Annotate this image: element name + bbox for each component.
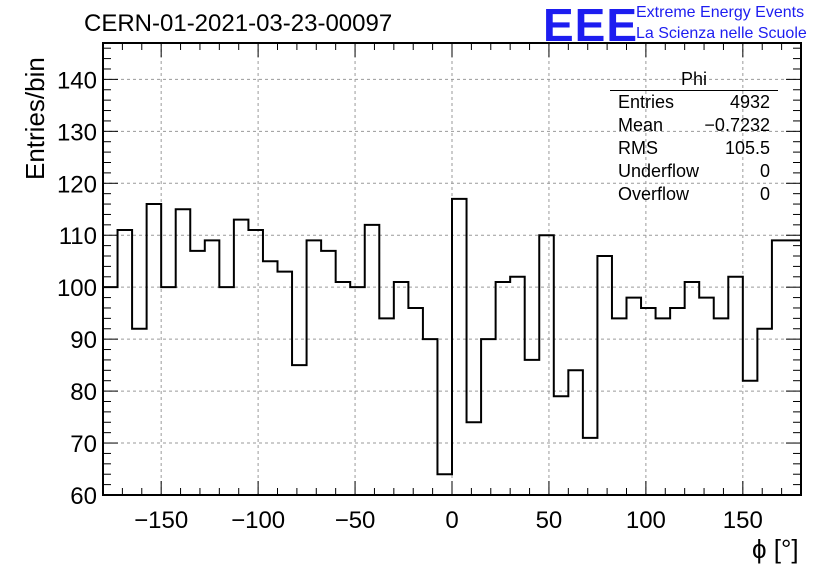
y-tick-label: 70 (70, 431, 97, 458)
stats-value: 0 (759, 184, 770, 204)
eee-logo: EEE (543, 0, 639, 51)
x-tick-label: 0 (445, 507, 458, 534)
stats-label: RMS (618, 138, 658, 158)
stats-row-mean: Mean −0.7232 (610, 114, 778, 137)
y-tick-label: 60 (70, 483, 97, 510)
chart-title: CERN-01-2021-03-23-00097 (84, 10, 393, 37)
x-tick-label: −150 (134, 507, 188, 534)
y-tick-label: 90 (70, 327, 97, 354)
logo-line-2: La Scienza nelle Scuole (636, 25, 807, 42)
y-axis-label: Entries/bin (20, 57, 50, 180)
logo-line-1: Extreme Energy Events (636, 4, 805, 21)
stats-value: 4932 (729, 92, 770, 112)
y-tick-label: 80 (70, 379, 97, 406)
y-tick-label: 140 (57, 67, 97, 94)
histogram-series-line (103, 197, 801, 476)
y-tick-label: 130 (57, 119, 97, 146)
x-tick-label: 150 (723, 507, 763, 534)
stats-label: Entries (618, 92, 675, 112)
stats-box: Phi Entries 4932 Mean −0.7232 RMS 105.5 … (610, 69, 778, 206)
stats-label: Mean (618, 115, 664, 135)
stats-value: 0 (759, 161, 770, 181)
plot-frame (102, 42, 802, 496)
stats-label: Overflow (618, 184, 690, 204)
x-tick-label: −100 (231, 507, 285, 534)
y-tick-label: 120 (57, 171, 97, 198)
stats-value: 105.5 (724, 138, 770, 158)
stats-row-overflow: Overflow 0 (610, 183, 778, 206)
x-tick-label: 100 (626, 507, 666, 534)
x-tick-label: −50 (335, 507, 376, 534)
x-axis-label: ϕ [°] (752, 534, 799, 564)
stats-value: −0.7232 (704, 115, 770, 135)
y-tick-label: 110 (59, 223, 97, 250)
stats-label: Underflow (618, 161, 700, 181)
stats-row-entries: Entries 4932 (610, 91, 778, 114)
stats-title: Phi (610, 69, 778, 91)
stats-row-rms: RMS 105.5 (610, 137, 778, 160)
x-tick-label: 50 (536, 507, 563, 534)
stats-row-underflow: Underflow 0 (610, 160, 778, 183)
y-tick-label: 100 (57, 275, 97, 302)
